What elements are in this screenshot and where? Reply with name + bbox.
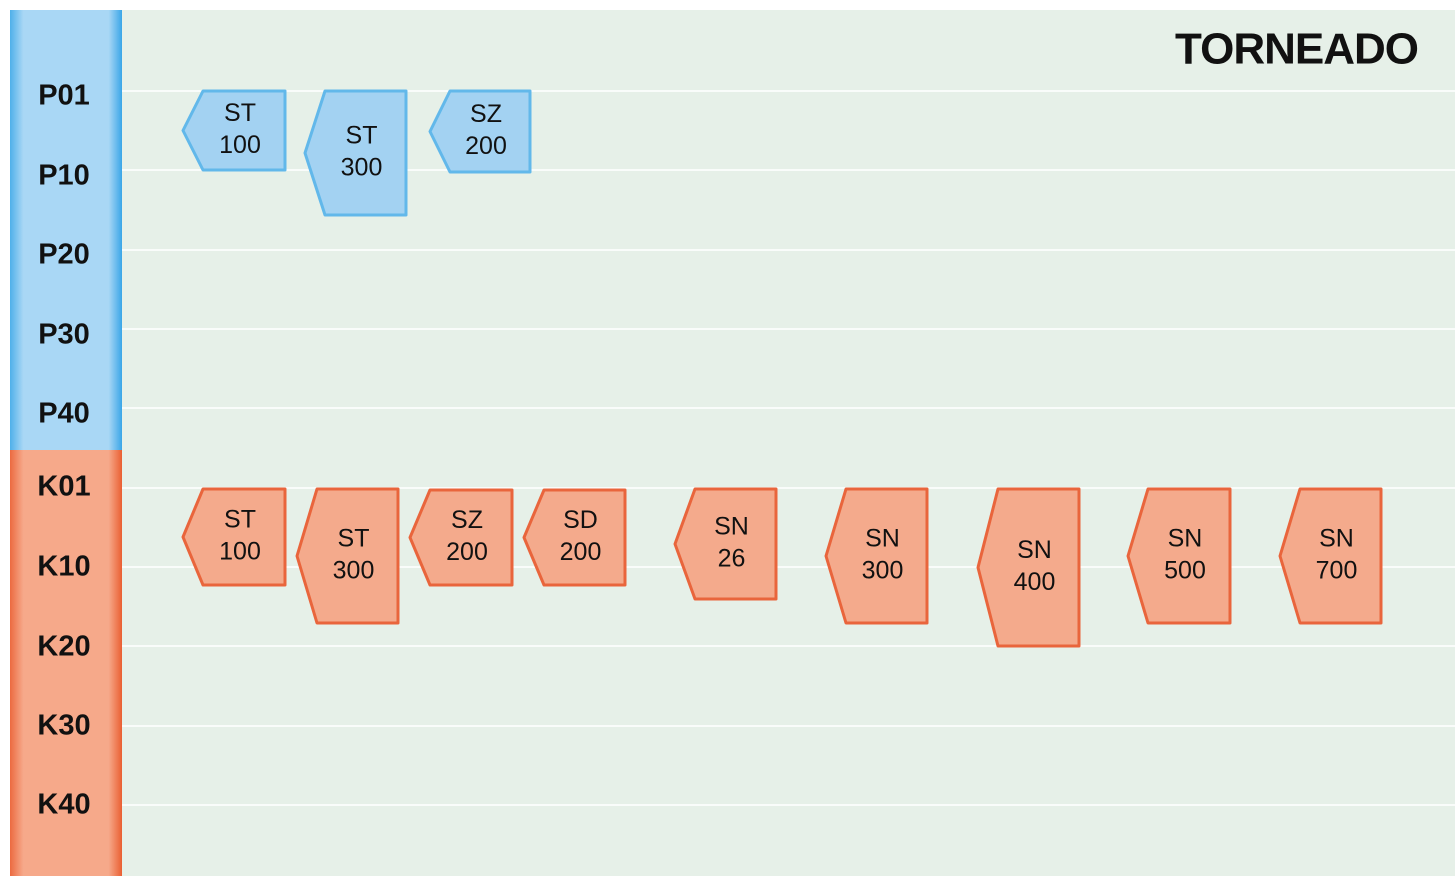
tag-label: ST <box>346 122 378 150</box>
tag-label: 300 <box>341 154 383 182</box>
tag-label: SN <box>1168 525 1203 553</box>
row-label: K10 <box>37 551 90 583</box>
tag-label: SN <box>714 513 749 541</box>
tag-label: 700 <box>1316 557 1358 585</box>
row-label: P20 <box>38 239 90 271</box>
row-label: P30 <box>38 319 90 351</box>
row-label: P10 <box>38 160 90 192</box>
tag-label: SD <box>563 506 598 534</box>
p-band <box>10 10 122 450</box>
row-label: P01 <box>38 80 90 112</box>
title: TORNEADO <box>1175 25 1418 74</box>
row-label: K20 <box>37 631 90 663</box>
grade-tag <box>673 487 778 601</box>
tag-label: ST <box>224 99 256 127</box>
grade-tag <box>976 487 1081 648</box>
grade-tag <box>1278 487 1383 625</box>
tag-label: 100 <box>219 131 261 159</box>
row-label: K01 <box>37 471 90 503</box>
tag-label: 200 <box>560 538 602 566</box>
tag-label: SN <box>1319 525 1354 553</box>
grade-tag <box>181 89 287 172</box>
row-label: K30 <box>37 710 90 742</box>
k-band <box>10 450 122 876</box>
grade-tag <box>428 89 532 174</box>
row-label: P40 <box>38 398 90 430</box>
tag-label: ST <box>224 506 256 534</box>
tag-label: SN <box>1017 536 1052 564</box>
grade-tag <box>522 488 627 587</box>
tag-label: 26 <box>718 545 746 573</box>
tag-label: 300 <box>862 557 904 585</box>
grade-tag <box>303 89 408 217</box>
row-label: K40 <box>37 789 90 821</box>
tag-label: 500 <box>1164 557 1206 585</box>
tag-label: SN <box>865 525 900 553</box>
tag-label: 300 <box>333 557 375 585</box>
grade-tag <box>1126 487 1232 625</box>
grade-tag <box>181 487 287 587</box>
grade-tag <box>408 488 514 587</box>
grade-tag <box>824 487 929 625</box>
tag-label: 400 <box>1014 568 1056 596</box>
tag-label: 200 <box>465 132 507 160</box>
tag-label: ST <box>338 525 370 553</box>
tag-label: SZ <box>451 506 483 534</box>
tag-label: SZ <box>470 100 502 128</box>
grade-tag <box>295 487 400 625</box>
tag-label: 100 <box>219 538 261 566</box>
tag-label: 200 <box>446 538 488 566</box>
